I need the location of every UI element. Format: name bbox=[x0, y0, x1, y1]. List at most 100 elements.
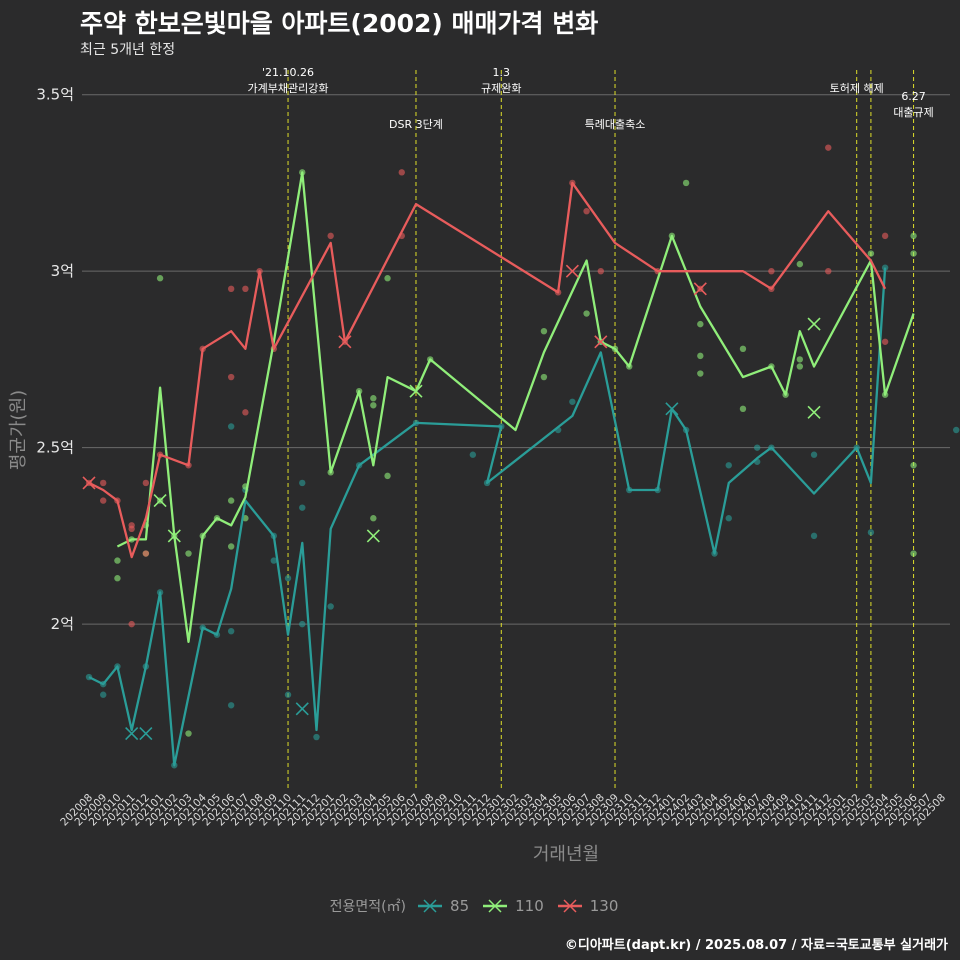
data-point-110 bbox=[697, 370, 704, 377]
data-point-130 bbox=[327, 232, 334, 240]
data-point-110 bbox=[114, 557, 121, 564]
data-point-110 bbox=[739, 405, 747, 413]
data-point-85 bbox=[299, 620, 306, 628]
cross-marker-130 bbox=[82, 476, 96, 490]
policy-label: 6.27 bbox=[901, 90, 926, 103]
policy-label: 1.3 bbox=[493, 66, 511, 79]
legend-swatch-130-icon bbox=[557, 899, 582, 913]
legend-label-85: 85 bbox=[450, 897, 470, 915]
data-point-110 bbox=[227, 543, 235, 550]
legend-title: 전용면적(㎡) bbox=[329, 899, 407, 915]
cross-marker-110 bbox=[366, 529, 380, 543]
data-point-110 bbox=[910, 232, 917, 240]
data-point-85 bbox=[284, 691, 292, 698]
data-point-110 bbox=[185, 550, 192, 557]
data-point-110 bbox=[227, 497, 235, 504]
legend-item-110: 110 bbox=[481, 897, 544, 915]
data-point-110 bbox=[370, 402, 377, 409]
y-tick-label: 3억 bbox=[51, 262, 74, 280]
legend-swatch-110-icon bbox=[483, 899, 508, 913]
cross-marker-110 bbox=[807, 405, 821, 419]
legend-swatch-85-icon bbox=[418, 899, 443, 913]
data-point-85 bbox=[569, 398, 576, 405]
y-axis-title: 평균가(원) bbox=[8, 390, 29, 470]
cross-marker-110 bbox=[167, 529, 181, 543]
policy-label: DSR 3단계 bbox=[389, 118, 443, 131]
data-point-130 bbox=[142, 479, 150, 487]
data-point-130 bbox=[227, 373, 235, 381]
data-point-85 bbox=[284, 575, 292, 582]
policy-label: 토허제 해제 bbox=[830, 81, 884, 95]
data-point-110 bbox=[697, 352, 704, 360]
data-point-110 bbox=[682, 179, 690, 187]
data-point-85 bbox=[313, 733, 320, 741]
cross-marker-85 bbox=[295, 702, 309, 716]
data-point-110 bbox=[867, 250, 875, 257]
data-point-110 bbox=[370, 395, 377, 402]
data-point-130 bbox=[583, 207, 590, 215]
data-point-130 bbox=[100, 479, 107, 487]
data-point-110 bbox=[384, 275, 391, 282]
data-point-130 bbox=[825, 144, 832, 151]
y-tick-label: 2억 bbox=[51, 615, 74, 633]
policy-label: 특례대출축소 bbox=[585, 118, 646, 131]
data-point-110 bbox=[114, 575, 121, 582]
data-point-85 bbox=[753, 444, 761, 451]
data-point-110 bbox=[384, 472, 391, 480]
data-point-85 bbox=[227, 423, 235, 430]
data-point-130 bbox=[398, 169, 405, 176]
legend-item-85: 85 bbox=[416, 897, 469, 915]
data-point-85 bbox=[469, 451, 477, 458]
data-point-110 bbox=[540, 373, 548, 381]
data-point-85 bbox=[299, 479, 306, 487]
series-line-85 bbox=[88, 267, 887, 767]
data-point-130 bbox=[881, 232, 889, 240]
data-point-130 bbox=[100, 497, 107, 504]
data-point-130 bbox=[768, 267, 775, 275]
data-point-130 bbox=[881, 338, 889, 345]
source-caption: ©디아파트(dapt.kr) / 2025.08.07 / 자료=국토교통부 실… bbox=[564, 938, 948, 953]
policy-label: 규제완화 bbox=[481, 82, 521, 95]
policy-label: '21.10.26 bbox=[262, 66, 314, 79]
data-point-85 bbox=[810, 451, 818, 458]
data-point-85 bbox=[867, 529, 875, 536]
cross-marker-130 bbox=[338, 335, 352, 349]
data-point-110 bbox=[910, 462, 917, 469]
data-point-130 bbox=[242, 285, 249, 293]
cross-marker-85 bbox=[665, 402, 679, 416]
data-point-85 bbox=[953, 426, 960, 434]
data-point-85 bbox=[725, 515, 732, 522]
data-point-85 bbox=[810, 532, 818, 540]
chart-title: 주약 한보은빛마을 아파트(2002) 매매가격 변화 bbox=[80, 9, 599, 38]
legend-label-110: 110 bbox=[515, 897, 544, 915]
data-point-85 bbox=[100, 691, 107, 698]
data-point-130 bbox=[128, 525, 135, 533]
data-point-110 bbox=[796, 260, 804, 268]
data-point-110 bbox=[370, 515, 377, 522]
legend-label-130: 130 bbox=[589, 897, 619, 915]
chart-subtitle: 최근 5개년 한정 bbox=[80, 42, 176, 58]
data-point-130 bbox=[227, 285, 235, 293]
cross-marker-110 bbox=[153, 494, 167, 508]
cross-marker-110 bbox=[807, 317, 821, 331]
y-tick-label: 3.5억 bbox=[36, 86, 74, 104]
cross-marker-110 bbox=[409, 384, 423, 398]
data-point-110 bbox=[185, 730, 192, 737]
data-point-110 bbox=[540, 327, 548, 335]
legend: 전용면적(㎡) 85 110 130 bbox=[0, 896, 960, 916]
y-tick-label: 2.5억 bbox=[36, 439, 74, 457]
legend-item-130: 130 bbox=[556, 897, 619, 915]
data-point-85 bbox=[227, 627, 235, 635]
cross-marker-130 bbox=[565, 264, 579, 278]
cross-marker-85 bbox=[125, 726, 139, 741]
cross-marker-130 bbox=[594, 335, 608, 349]
data-point-110 bbox=[739, 345, 747, 353]
data-point-110 bbox=[910, 250, 917, 257]
cross-marker-85 bbox=[139, 726, 153, 741]
policy-label: 가계부채관리강화 bbox=[248, 82, 329, 95]
data-point-130 bbox=[242, 409, 249, 416]
data-point-85 bbox=[270, 557, 278, 564]
data-point-110 bbox=[697, 320, 704, 328]
cross-marker-130 bbox=[693, 282, 707, 296]
